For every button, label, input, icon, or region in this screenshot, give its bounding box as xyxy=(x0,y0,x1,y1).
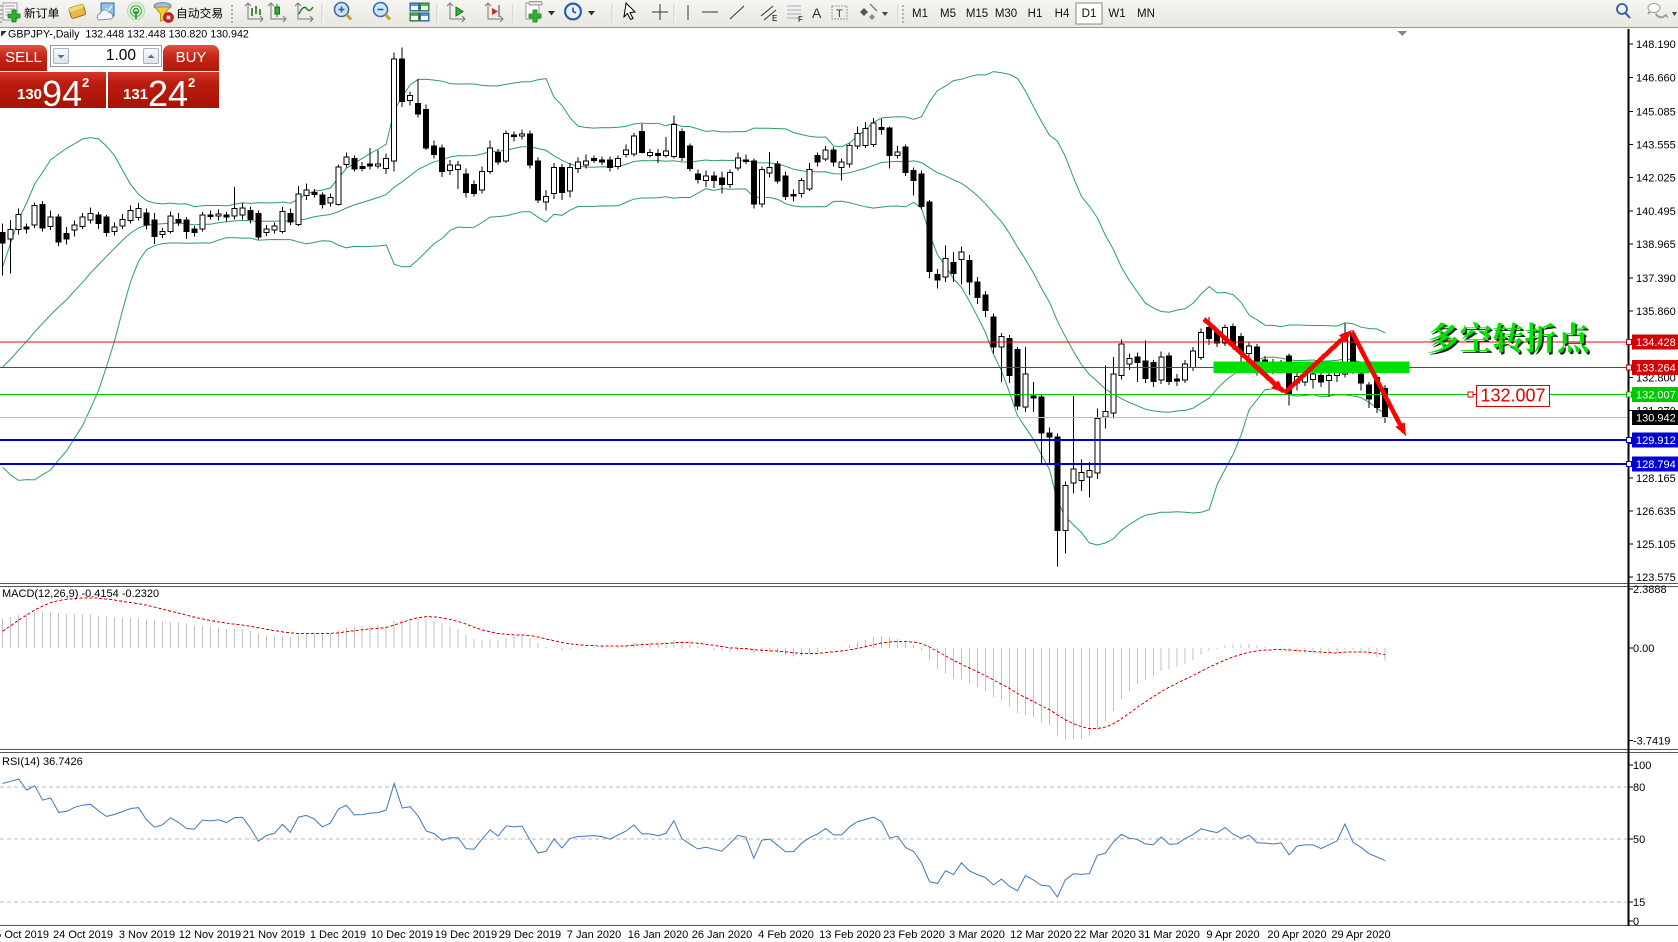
svg-text:50: 50 xyxy=(1633,834,1645,846)
svg-text:0: 0 xyxy=(1633,916,1639,928)
svg-text:24 Oct 2019: 24 Oct 2019 xyxy=(53,929,113,941)
svg-text:29 Apr 2020: 29 Apr 2020 xyxy=(1331,929,1390,941)
svg-text:134.428: 134.428 xyxy=(1636,337,1676,349)
svg-text:132.007: 132.007 xyxy=(1636,390,1676,402)
svg-text:80: 80 xyxy=(1633,782,1645,794)
svg-text:20 Apr 2020: 20 Apr 2020 xyxy=(1267,929,1326,941)
svg-text:MN: MN xyxy=(1137,8,1155,20)
svg-text:F: F xyxy=(798,15,803,24)
svg-text:2.3888: 2.3888 xyxy=(1633,584,1667,596)
svg-text:148.190: 148.190 xyxy=(1636,39,1676,51)
svg-text:W1: W1 xyxy=(1108,8,1125,20)
svg-text:135.860: 135.860 xyxy=(1636,306,1676,318)
svg-text:133.264: 133.264 xyxy=(1636,362,1676,374)
svg-text:126.635: 126.635 xyxy=(1636,506,1676,518)
svg-text:26 Jan 2020: 26 Jan 2020 xyxy=(692,929,753,941)
svg-text:9 Apr 2020: 9 Apr 2020 xyxy=(1206,929,1259,941)
svg-text:16 Jan 2020: 16 Jan 2020 xyxy=(628,929,689,941)
svg-text:GBPJPY-,Daily 132.448 132.448: GBPJPY-,Daily 132.448 132.448 130.820 13… xyxy=(8,29,249,41)
svg-text:140.495: 140.495 xyxy=(1636,206,1676,218)
svg-text:130.942: 130.942 xyxy=(1636,413,1676,425)
svg-text:H1: H1 xyxy=(1028,8,1043,20)
svg-text:100: 100 xyxy=(1633,760,1651,772)
svg-text:H4: H4 xyxy=(1055,8,1070,20)
svg-text:29 Dec 2019: 29 Dec 2019 xyxy=(499,929,561,941)
svg-text:12 Nov 2019: 12 Nov 2019 xyxy=(179,929,241,941)
svg-text:137.390: 137.390 xyxy=(1636,273,1676,285)
svg-text:142.025: 142.025 xyxy=(1636,173,1676,185)
svg-text:3 Nov 2019: 3 Nov 2019 xyxy=(119,929,175,941)
svg-text:T: T xyxy=(836,8,843,20)
svg-text:132.007: 132.007 xyxy=(1480,386,1545,406)
svg-text:7 Jan 2020: 7 Jan 2020 xyxy=(567,929,621,941)
svg-text:138.965: 138.965 xyxy=(1636,239,1676,251)
svg-text:15 Oct 2019: 15 Oct 2019 xyxy=(0,929,49,941)
svg-text:31 Mar 2020: 31 Mar 2020 xyxy=(1138,929,1200,941)
svg-text:0.00: 0.00 xyxy=(1633,643,1654,655)
svg-text:123.575: 123.575 xyxy=(1636,572,1676,584)
svg-text:21 Nov 2019: 21 Nov 2019 xyxy=(243,929,305,941)
svg-text:145.085: 145.085 xyxy=(1636,106,1676,118)
svg-text:M15: M15 xyxy=(966,8,988,20)
svg-text:M1: M1 xyxy=(912,8,928,20)
svg-text:RSI(14) 36.7426: RSI(14) 36.7426 xyxy=(2,756,83,768)
svg-text:D1: D1 xyxy=(1082,8,1097,20)
svg-text:125.105: 125.105 xyxy=(1636,539,1676,551)
svg-text:3 Mar 2020: 3 Mar 2020 xyxy=(949,929,1005,941)
svg-text:128.794: 128.794 xyxy=(1636,459,1676,471)
svg-text:M5: M5 xyxy=(940,8,956,20)
svg-text:128.165: 128.165 xyxy=(1636,473,1676,485)
svg-text:10 Dec 2019: 10 Dec 2019 xyxy=(371,929,433,941)
svg-text:23 Feb 2020: 23 Feb 2020 xyxy=(883,929,945,941)
svg-text:13 Feb 2020: 13 Feb 2020 xyxy=(819,929,881,941)
svg-text:129.912: 129.912 xyxy=(1636,435,1676,447)
svg-text:15: 15 xyxy=(1633,897,1645,909)
svg-text:4 Feb 2020: 4 Feb 2020 xyxy=(758,929,814,941)
svg-text:12 Mar 2020: 12 Mar 2020 xyxy=(1010,929,1072,941)
svg-text:M30: M30 xyxy=(995,8,1017,20)
svg-text:146.660: 146.660 xyxy=(1636,72,1676,84)
svg-text:E: E xyxy=(772,14,777,23)
svg-text:143.555: 143.555 xyxy=(1636,140,1676,152)
svg-text:19 Dec 2019: 19 Dec 2019 xyxy=(435,929,497,941)
svg-text:132.800: 132.800 xyxy=(1636,372,1676,384)
svg-text:1 Dec 2019: 1 Dec 2019 xyxy=(310,929,366,941)
svg-text:22 Mar 2020: 22 Mar 2020 xyxy=(1074,929,1136,941)
svg-text:MACD(12,26,9) -0.4154 -0.2320: MACD(12,26,9) -0.4154 -0.2320 xyxy=(2,588,159,600)
svg-text:A: A xyxy=(812,5,822,21)
svg-text:-3.7419: -3.7419 xyxy=(1633,735,1670,747)
